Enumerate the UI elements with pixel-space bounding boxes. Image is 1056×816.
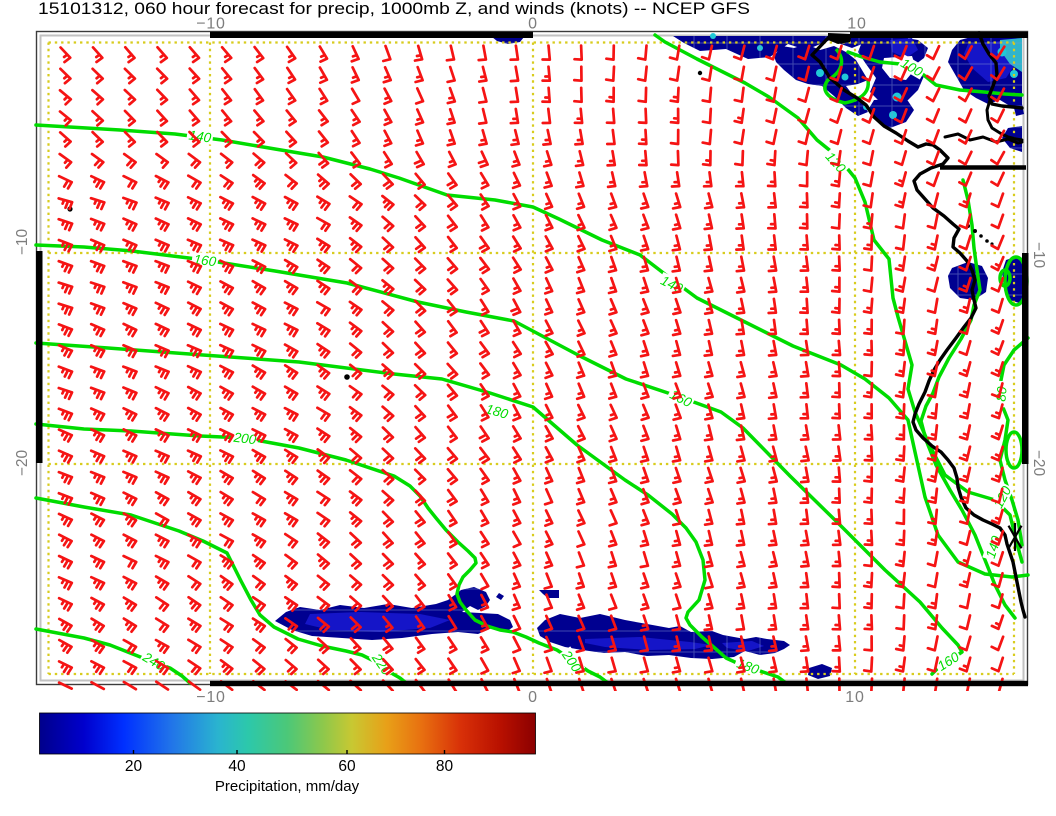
svg-text:−10: −10	[196, 16, 226, 33]
svg-text:−10: −10	[196, 689, 226, 706]
svg-text:−20: −20	[14, 449, 31, 476]
svg-text:−10: −10	[1030, 242, 1047, 269]
svg-text:40: 40	[228, 758, 246, 775]
svg-text:60: 60	[338, 758, 356, 775]
svg-text:−20: −20	[1030, 450, 1047, 477]
svg-text:10: 10	[847, 16, 866, 33]
svg-text:180: 180	[484, 401, 510, 422]
svg-text:0: 0	[528, 689, 538, 706]
svg-text:80: 80	[436, 758, 454, 775]
svg-text:0: 0	[528, 16, 538, 33]
svg-text:−10: −10	[14, 228, 31, 255]
svg-text:15101312, 060 hour forecast fo: 15101312, 060 hour forecast for precip, …	[38, 0, 750, 18]
svg-text:Precipitation, mm/day: Precipitation, mm/day	[215, 778, 360, 795]
svg-text:10: 10	[845, 689, 864, 706]
svg-text:80: 80	[993, 385, 1009, 402]
svg-text:20: 20	[125, 758, 143, 775]
svg-text:200: 200	[232, 430, 258, 448]
